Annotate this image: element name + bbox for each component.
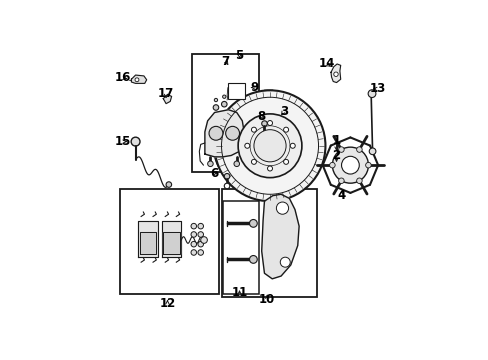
Circle shape bbox=[198, 250, 203, 255]
Text: 14: 14 bbox=[318, 58, 334, 71]
Polygon shape bbox=[138, 221, 158, 257]
Polygon shape bbox=[330, 64, 340, 82]
Circle shape bbox=[338, 178, 344, 184]
Polygon shape bbox=[140, 232, 156, 254]
Circle shape bbox=[191, 232, 196, 237]
Circle shape bbox=[249, 256, 257, 263]
Circle shape bbox=[290, 143, 295, 148]
Circle shape bbox=[191, 250, 196, 255]
Text: 4: 4 bbox=[337, 189, 345, 202]
Bar bbox=[227, 84, 244, 99]
Circle shape bbox=[256, 132, 283, 159]
Circle shape bbox=[365, 162, 370, 168]
Circle shape bbox=[233, 161, 239, 167]
Circle shape bbox=[208, 126, 223, 140]
Circle shape bbox=[214, 98, 217, 102]
Polygon shape bbox=[163, 232, 180, 254]
Text: 17: 17 bbox=[158, 87, 174, 100]
Circle shape bbox=[222, 95, 225, 98]
Circle shape bbox=[213, 105, 218, 110]
Circle shape bbox=[253, 130, 285, 162]
Bar bbox=[192, 54, 259, 172]
Text: 15: 15 bbox=[115, 135, 131, 148]
Bar bbox=[120, 189, 218, 294]
Polygon shape bbox=[162, 221, 181, 257]
Polygon shape bbox=[163, 94, 171, 104]
Circle shape bbox=[244, 143, 249, 148]
Circle shape bbox=[224, 174, 229, 179]
Text: 16: 16 bbox=[115, 71, 131, 84]
Circle shape bbox=[224, 183, 229, 189]
Circle shape bbox=[368, 148, 375, 155]
Circle shape bbox=[135, 78, 139, 82]
Circle shape bbox=[198, 223, 203, 229]
Circle shape bbox=[280, 257, 290, 267]
Text: 13: 13 bbox=[369, 82, 386, 95]
Circle shape bbox=[191, 242, 196, 247]
Text: 1: 1 bbox=[332, 134, 340, 147]
Text: 12: 12 bbox=[159, 297, 175, 310]
Text: 7: 7 bbox=[221, 55, 229, 68]
Circle shape bbox=[341, 156, 359, 174]
Polygon shape bbox=[261, 194, 299, 279]
Text: 10: 10 bbox=[259, 293, 275, 306]
Circle shape bbox=[332, 147, 367, 183]
Circle shape bbox=[251, 127, 256, 132]
Text: 3: 3 bbox=[279, 105, 287, 118]
Text: 6: 6 bbox=[210, 167, 218, 180]
Circle shape bbox=[356, 178, 362, 184]
Polygon shape bbox=[131, 75, 146, 84]
Circle shape bbox=[198, 242, 203, 247]
Circle shape bbox=[267, 121, 272, 126]
Circle shape bbox=[191, 223, 196, 229]
Circle shape bbox=[207, 161, 213, 167]
Circle shape bbox=[338, 147, 344, 152]
Text: 8: 8 bbox=[257, 110, 265, 123]
Circle shape bbox=[333, 72, 338, 76]
Polygon shape bbox=[204, 110, 243, 157]
Circle shape bbox=[166, 182, 171, 187]
Text: 5: 5 bbox=[235, 49, 243, 62]
Circle shape bbox=[225, 126, 239, 140]
Circle shape bbox=[276, 202, 288, 214]
Circle shape bbox=[131, 137, 140, 146]
Circle shape bbox=[200, 237, 207, 243]
Text: 9: 9 bbox=[250, 81, 258, 94]
Bar bbox=[221, 189, 317, 297]
Circle shape bbox=[251, 159, 256, 164]
Circle shape bbox=[221, 102, 226, 107]
Circle shape bbox=[367, 90, 375, 98]
Circle shape bbox=[198, 232, 203, 237]
Circle shape bbox=[249, 220, 257, 227]
Circle shape bbox=[283, 159, 288, 164]
Text: 2: 2 bbox=[332, 149, 340, 162]
Circle shape bbox=[261, 121, 267, 126]
Circle shape bbox=[283, 127, 288, 132]
Circle shape bbox=[267, 166, 272, 171]
Circle shape bbox=[329, 162, 334, 168]
Circle shape bbox=[356, 147, 362, 152]
Bar bbox=[223, 201, 259, 294]
Circle shape bbox=[214, 90, 325, 201]
Text: 11: 11 bbox=[231, 286, 247, 299]
Circle shape bbox=[238, 114, 301, 177]
